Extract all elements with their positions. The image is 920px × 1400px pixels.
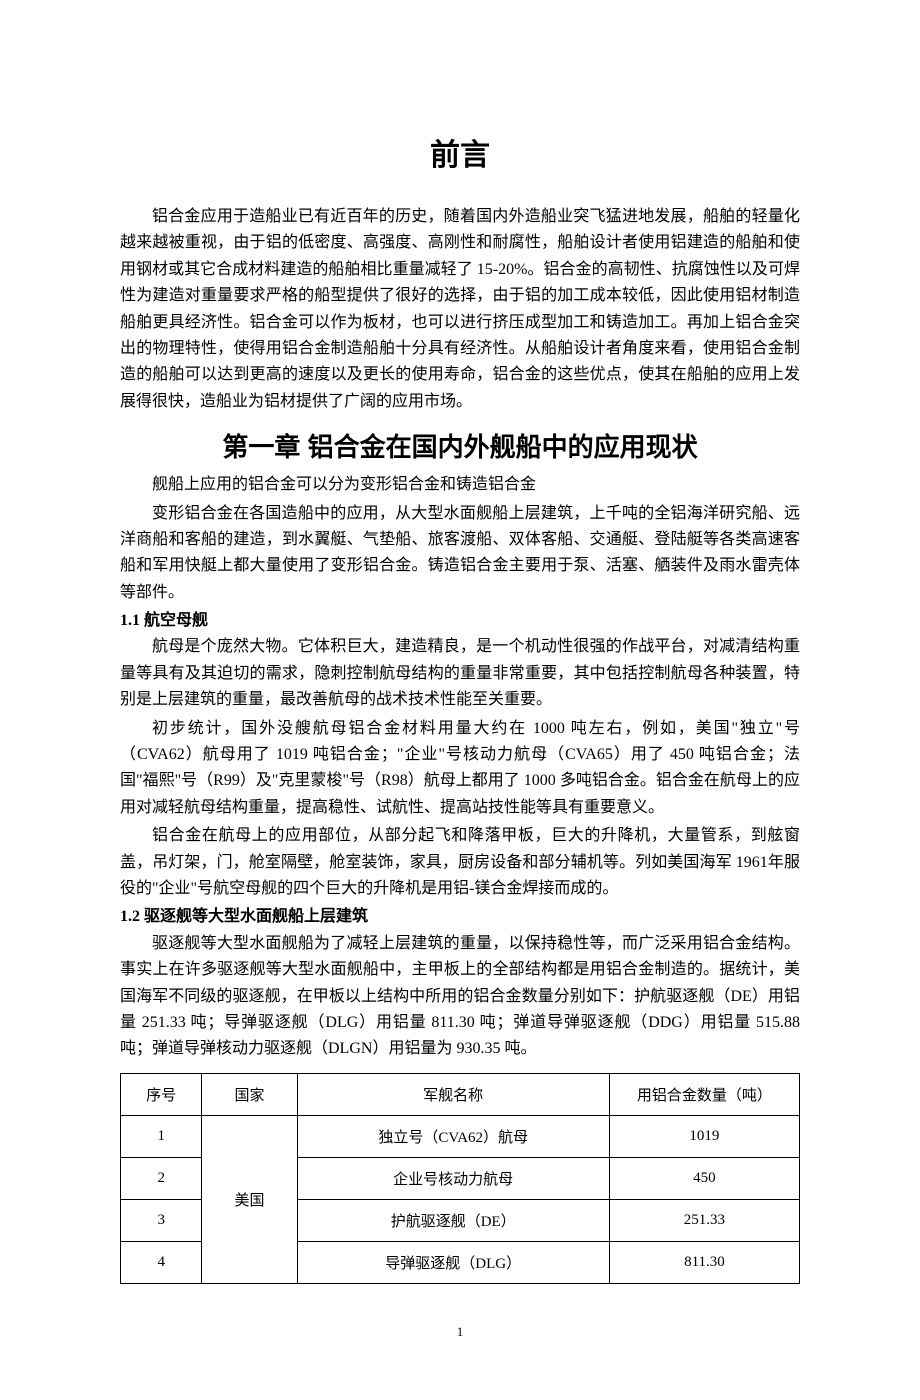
cell-seq: 4	[121, 1241, 202, 1283]
document-title: 前言	[120, 130, 800, 174]
cell-country: 美国	[202, 1115, 297, 1283]
table-row: 1 美国 独立号（CVA62）航母 1019	[121, 1115, 800, 1157]
col-country: 国家	[202, 1073, 297, 1115]
chapter-intro-p2: 变形铝合金在各国造船中的应用，从大型水面舰船上层建筑，上千吨的全铝海洋研究船、远…	[120, 501, 800, 607]
data-table: 序号 国家 军舰名称 用铝合金数量（吨） 1 美国 独立号（CVA62）航母 1…	[120, 1073, 800, 1284]
cell-ship-name: 独立号（CVA62）航母	[297, 1115, 609, 1157]
aluminum-usage-table: 序号 国家 军舰名称 用铝合金数量（吨） 1 美国 独立号（CVA62）航母 1…	[120, 1073, 800, 1284]
cell-ship-name: 导弹驱逐舰（DLG）	[297, 1241, 609, 1283]
section-1-1-p1: 航母是个庞然大物。它体积巨大，建造精良，是一个机动性很强的作战平台，对减清结构重…	[120, 634, 800, 713]
cell-ship-name: 企业号核动力航母	[297, 1157, 609, 1199]
section-1-2-p1: 驱逐舰等大型水面舰船为了减轻上层建筑的重量，以保持稳性等，而广泛采用铝合金结构。…	[120, 931, 800, 1063]
section-1-1-p3: 铝合金在航母上的应用部位，从部分起飞和降落甲板，巨大的升降机，大量管系，到舷窗盖…	[120, 823, 800, 902]
intro-paragraph: 铝合金应用于造船业已有近百年的历史，随着国内外造船业突飞猛进地发展，船舶的轻量化…	[120, 204, 800, 415]
cell-amount: 1019	[609, 1115, 799, 1157]
section-1-1-p2: 初步统计，国外没艘航母铝合金材料用量大约在 1000 吨左右，例如，美国"独立"…	[120, 716, 800, 822]
section-1-1-title: 1.1 航空母舰	[120, 608, 800, 634]
cell-ship-name: 护航驱逐舰（DE）	[297, 1199, 609, 1241]
table-header-row: 序号 国家 军舰名称 用铝合金数量（吨）	[121, 1073, 800, 1115]
col-amount: 用铝合金数量（吨）	[609, 1073, 799, 1115]
col-ship-name: 军舰名称	[297, 1073, 609, 1115]
cell-seq: 1	[121, 1115, 202, 1157]
col-seq: 序号	[121, 1073, 202, 1115]
cell-amount: 251.33	[609, 1199, 799, 1241]
section-1-2-title: 1.2 驱逐舰等大型水面舰船上层建筑	[120, 904, 800, 930]
page-number: 1	[120, 1324, 800, 1340]
cell-amount: 450	[609, 1157, 799, 1199]
chapter-title: 第一章 铝合金在国内外舰船中的应用现状	[120, 427, 800, 464]
cell-seq: 2	[121, 1157, 202, 1199]
cell-seq: 3	[121, 1199, 202, 1241]
chapter-intro-p1: 舰船上应用的铝合金可以分为变形铝合金和铸造铝合金	[120, 472, 800, 498]
cell-amount: 811.30	[609, 1241, 799, 1283]
